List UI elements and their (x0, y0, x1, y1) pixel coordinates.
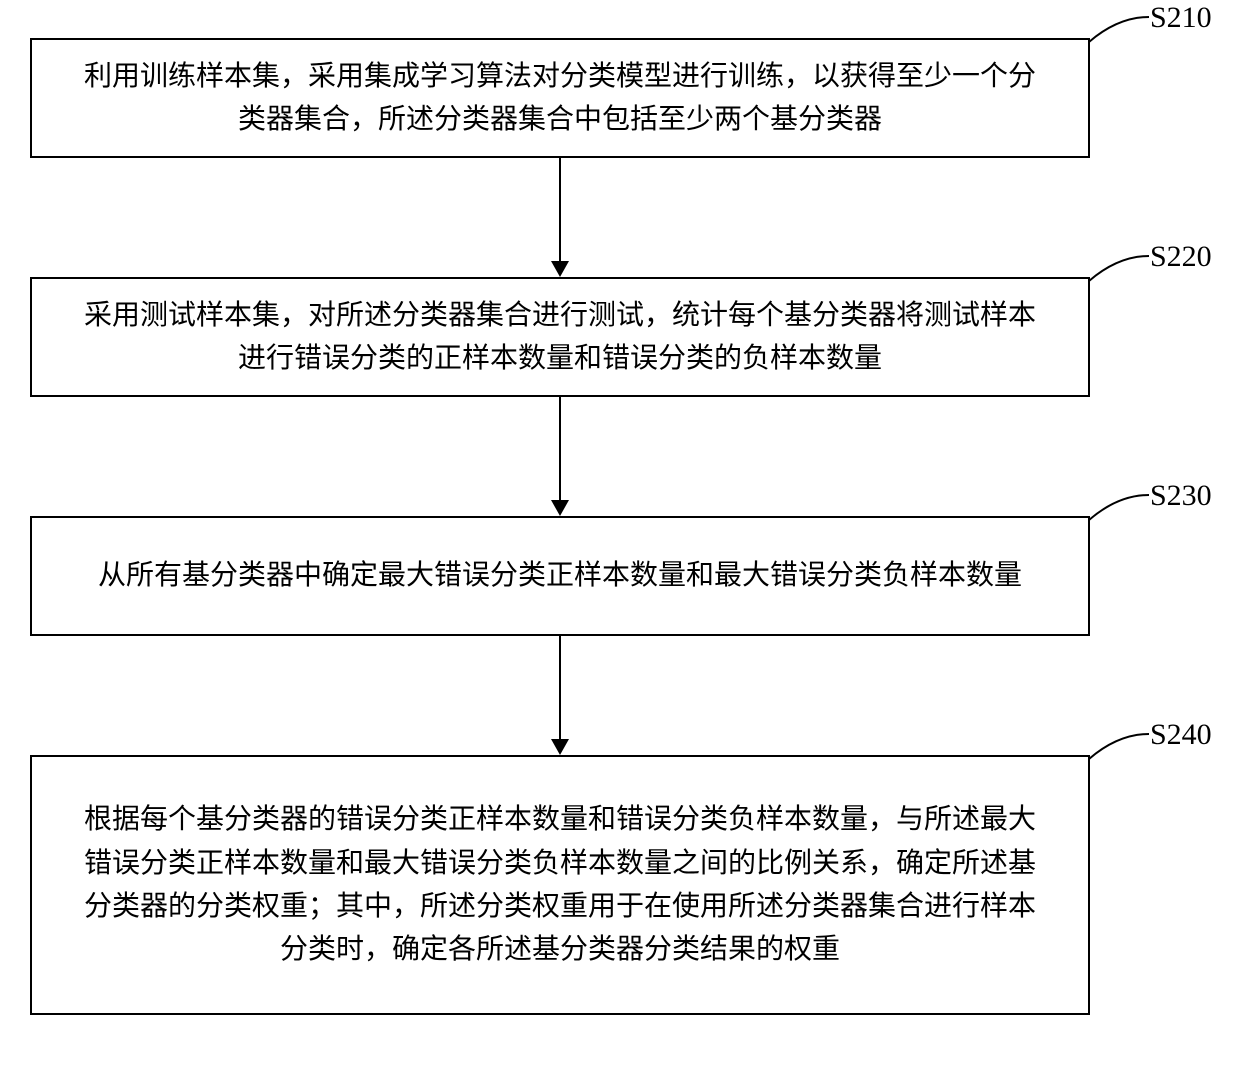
arrow-head-icon (551, 261, 569, 277)
node-text: 根据每个基分类器的错误分类正样本数量和错误分类负样本数量，与所述最大错误分类正样… (72, 798, 1048, 972)
callout-arc-icon (1088, 732, 1150, 760)
arrow-head-icon (551, 739, 569, 755)
arrow-head-icon (551, 500, 569, 516)
callout-arc-icon (1088, 254, 1150, 282)
flowchart-node-s230: 从所有基分类器中确定最大错误分类正样本数量和最大错误分类负样本数量 (30, 516, 1090, 636)
arrow-line (559, 158, 561, 261)
flowchart-canvas: 利用训练样本集，采用集成学习算法对分类模型进行训练，以获得至少一个分类器集合，所… (0, 0, 1240, 1073)
step-label-s210: S210 (1150, 1, 1212, 35)
arrow-line (559, 636, 561, 739)
step-label-s240: S240 (1150, 718, 1212, 752)
flowchart-node-s210: 利用训练样本集，采用集成学习算法对分类模型进行训练，以获得至少一个分类器集合，所… (30, 38, 1090, 158)
node-text: 从所有基分类器中确定最大错误分类正样本数量和最大错误分类负样本数量 (98, 554, 1022, 597)
callout-arc-icon (1088, 15, 1150, 43)
node-text: 采用测试样本集，对所述分类器集合进行测试，统计每个基分类器将测试样本进行错误分类… (72, 294, 1048, 381)
flowchart-node-s220: 采用测试样本集，对所述分类器集合进行测试，统计每个基分类器将测试样本进行错误分类… (30, 277, 1090, 397)
step-label-s220: S220 (1150, 240, 1212, 274)
flowchart-node-s240: 根据每个基分类器的错误分类正样本数量和错误分类负样本数量，与所述最大错误分类正样… (30, 755, 1090, 1015)
callout-arc-icon (1088, 493, 1150, 521)
arrow-line (559, 397, 561, 500)
node-text: 利用训练样本集，采用集成学习算法对分类模型进行训练，以获得至少一个分类器集合，所… (72, 55, 1048, 142)
step-label-s230: S230 (1150, 479, 1212, 513)
